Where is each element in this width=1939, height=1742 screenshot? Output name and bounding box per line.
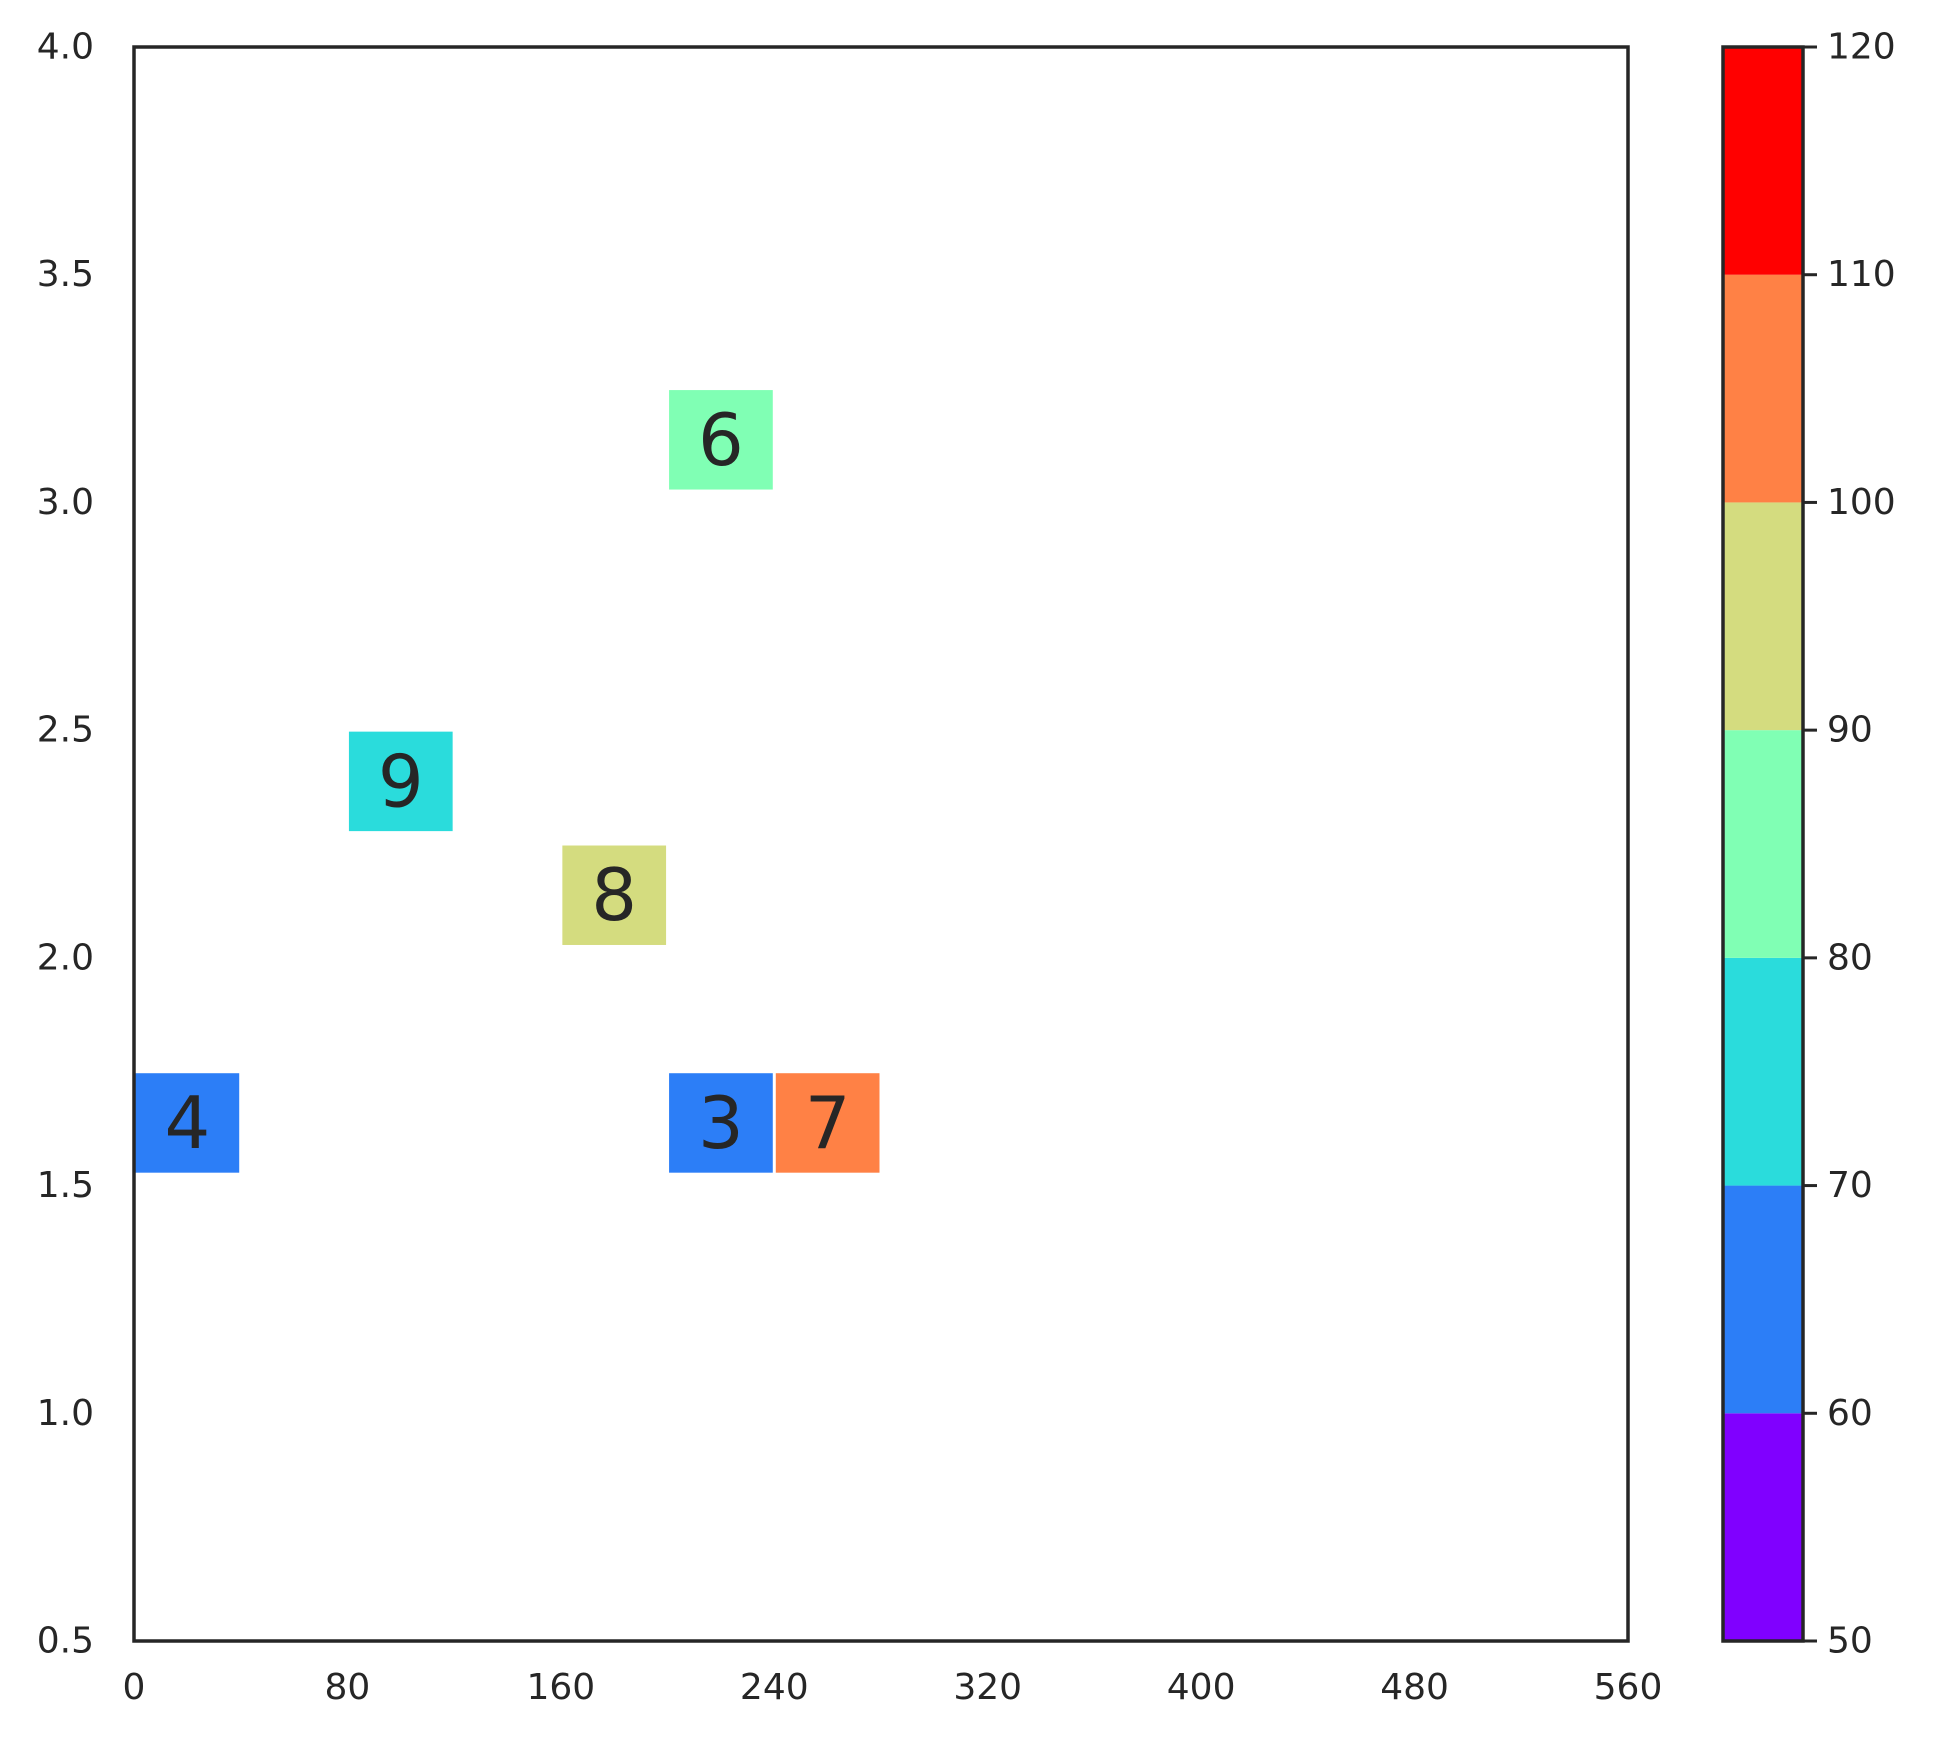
colorbar-tick-label: 60 xyxy=(1827,1393,1873,1434)
x-tick-label: 560 xyxy=(1594,1667,1663,1708)
cell-labels-layer: 4 3 7 8 9 6 xyxy=(164,398,850,1165)
colorbar-tick-label: 70 xyxy=(1827,1165,1873,1206)
x-tick-label: 160 xyxy=(526,1667,595,1708)
x-tick-label: 480 xyxy=(1380,1667,1449,1708)
plot-frame xyxy=(132,45,1630,1643)
heatmap-cell xyxy=(562,845,667,945)
x-axis: 0 80 160 240 320 400 480 560 xyxy=(123,1667,1663,1708)
colorbar-bin xyxy=(1723,1413,1803,1641)
heatmap-cell xyxy=(669,390,773,490)
x-tick-label: 240 xyxy=(740,1667,809,1708)
colorbar-tick-label: 90 xyxy=(1827,710,1873,751)
colorbar-tick-label: 100 xyxy=(1827,482,1896,523)
colorbar xyxy=(1723,47,1803,1641)
y-tick-label: 3.0 xyxy=(37,482,94,523)
colorbar-bin xyxy=(1723,47,1803,275)
y-tick-label: 0.5 xyxy=(37,1621,94,1662)
y-tick-label: 1.5 xyxy=(37,1165,94,1206)
colorbar-ticks: 50 60 70 80 90 100 110 120 xyxy=(1803,27,1896,1662)
colorbar-tick-label: 80 xyxy=(1827,937,1873,978)
x-tick-label: 400 xyxy=(1167,1667,1236,1708)
cell-label: 4 xyxy=(164,1081,210,1165)
y-tick-label: 1.0 xyxy=(37,1393,94,1434)
cell-label: 9 xyxy=(378,739,424,823)
colorbar-bin xyxy=(1723,1185,1803,1414)
colorbar-frame xyxy=(1721,45,1805,1643)
plot-area xyxy=(134,47,1628,1641)
colorbar-tick-label: 50 xyxy=(1827,1621,1873,1662)
heatmap-cell xyxy=(135,1073,240,1173)
x-tick-label: 320 xyxy=(953,1667,1022,1708)
colorbar-bin xyxy=(1723,502,1803,731)
y-axis: 0.5 1.0 1.5 2.0 2.5 3.0 3.5 4.0 xyxy=(37,27,94,1662)
y-tick-label: 2.5 xyxy=(37,710,94,751)
cell-label: 6 xyxy=(698,398,744,482)
y-tick-label: 4.0 xyxy=(37,27,94,68)
colorbar-tick-label: 110 xyxy=(1827,254,1896,295)
heatmap-cell xyxy=(775,1073,880,1173)
colorbar-bin xyxy=(1723,957,1803,1186)
cells-layer xyxy=(135,390,880,1173)
heatmap-cell xyxy=(348,731,453,832)
colorbar-bin xyxy=(1723,274,1803,503)
x-tick-label: 0 xyxy=(123,1667,146,1708)
x-tick-label: 80 xyxy=(325,1667,371,1708)
colorbar-tick-label: 120 xyxy=(1827,27,1896,68)
cell-label: 8 xyxy=(591,853,637,937)
y-tick-label: 3.5 xyxy=(37,254,94,295)
colorbar-bin xyxy=(1723,730,1803,958)
heatmap-cell xyxy=(669,1073,773,1173)
y-tick-label: 2.0 xyxy=(37,937,94,978)
cell-label: 7 xyxy=(805,1081,851,1165)
cell-label: 3 xyxy=(698,1081,744,1165)
